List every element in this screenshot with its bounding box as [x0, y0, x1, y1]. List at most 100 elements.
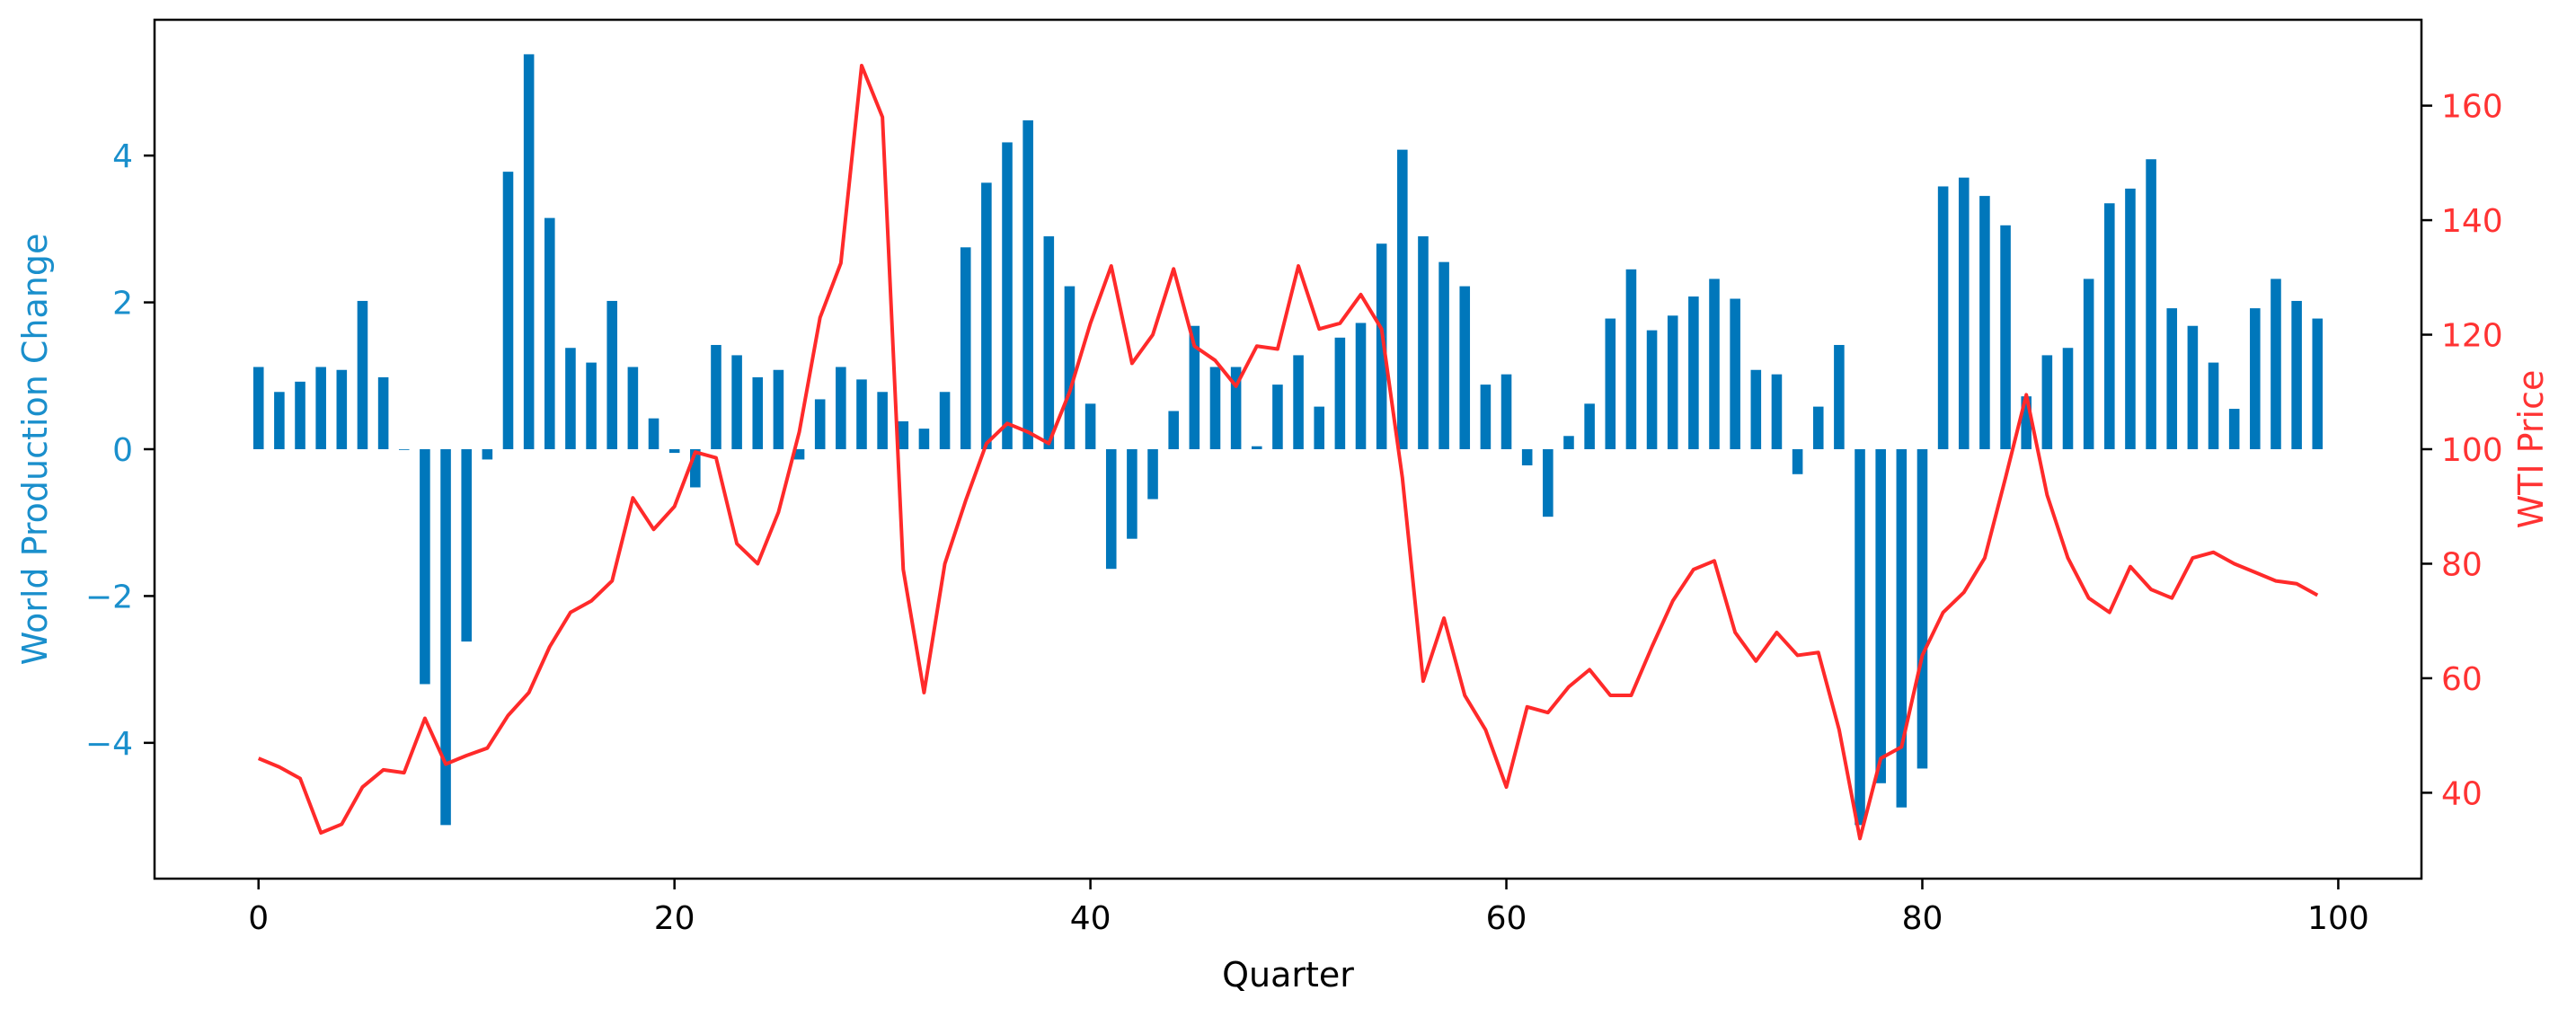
bar: [1667, 315, 1678, 449]
bar: [918, 429, 930, 449]
left-y-axis: −4 −2 0 2 4: [85, 138, 155, 763]
bar: [1002, 142, 1013, 449]
right-y-tick-label: 140: [2441, 203, 2503, 240]
left-y-axis-label: World Production Change: [15, 234, 55, 666]
right-y-tick-label: 160: [2441, 89, 2503, 126]
bar: [690, 449, 701, 488]
bar: [1459, 286, 1471, 449]
x-axis: 0 20 40 60 80 100: [248, 879, 2369, 937]
bar: [461, 449, 472, 642]
bar: [814, 399, 826, 449]
bar: [668, 449, 680, 454]
bar: [1709, 279, 1720, 449]
bar: [1147, 449, 1158, 500]
bar: [2166, 308, 2178, 449]
bar: [1168, 411, 1179, 449]
bar: [1584, 403, 1595, 449]
bar: [1376, 243, 1387, 449]
bar: [586, 362, 597, 449]
x-tick-label: 40: [1070, 900, 1111, 937]
bar: [1064, 286, 1076, 449]
bar: [565, 348, 576, 449]
bar: [1730, 298, 1740, 449]
bar: [502, 172, 514, 449]
bar: [336, 369, 348, 449]
bar: [1563, 436, 1574, 449]
bar: [523, 54, 535, 450]
bar: [2228, 409, 2240, 449]
line-series: [257, 63, 2319, 841]
bar: [648, 418, 659, 449]
bar: [1958, 177, 1970, 449]
bar: [2083, 279, 2094, 449]
bar: [1937, 186, 1949, 450]
bar-series: [252, 54, 2324, 826]
bar: [1355, 323, 1367, 449]
plot-frame: [153, 18, 2423, 880]
x-tick-label: 0: [248, 900, 269, 937]
bar: [1917, 449, 1928, 769]
bar: [1771, 374, 1783, 449]
bar: [2104, 203, 2115, 449]
bar: [981, 182, 992, 449]
bar: [1896, 449, 1908, 808]
bar: [606, 300, 618, 449]
bar: [1293, 355, 1304, 449]
bar: [2125, 188, 2136, 449]
bar: [1105, 449, 1117, 570]
bar: [1500, 374, 1512, 449]
bar: [1043, 236, 1055, 449]
right-y-tick-label: 120: [2441, 318, 2503, 355]
right-y-tick-label: 80: [2441, 546, 2483, 583]
bar: [1750, 369, 1762, 449]
x-tick-label: 100: [2307, 900, 2369, 937]
bar: [252, 367, 264, 449]
bar: [1688, 296, 1699, 449]
bar: [544, 217, 555, 449]
bar: [2250, 308, 2261, 449]
bar: [836, 367, 846, 449]
bar: [440, 449, 451, 826]
right-y-tick-label: 60: [2441, 661, 2483, 698]
bar: [773, 369, 784, 449]
left-y-tick-label: 0: [112, 432, 133, 469]
bar: [274, 392, 285, 449]
bar: [1189, 325, 1200, 449]
left-y-tick-label: −2: [85, 579, 133, 615]
bar: [711, 344, 721, 449]
bar: [2000, 225, 2011, 449]
bar: [2021, 396, 2032, 449]
bar: [1209, 367, 1221, 449]
bar: [1230, 367, 1242, 449]
bar: [1397, 149, 1408, 449]
bar: [1646, 330, 1658, 449]
bar: [939, 392, 951, 449]
x-tick-label: 20: [654, 900, 695, 937]
bar: [1251, 446, 1262, 449]
bar: [793, 449, 805, 460]
bar: [2312, 318, 2324, 449]
right-y-tick-label: 40: [2441, 775, 2483, 812]
bar: [1022, 119, 1033, 449]
bar: [2062, 348, 2074, 449]
bar: [1272, 385, 1283, 449]
bar: [357, 300, 368, 449]
bar: [2146, 159, 2156, 449]
x-axis-label: Quarter: [1222, 955, 1354, 995]
bar: [482, 449, 493, 460]
bar: [1480, 385, 1492, 449]
bar: [377, 376, 389, 449]
bar: [315, 367, 326, 449]
left-y-tick-label: 4: [112, 138, 133, 175]
bar: [877, 392, 888, 449]
bar: [1418, 236, 1429, 449]
x-tick-label: 60: [1486, 900, 1527, 937]
bar: [1521, 449, 1533, 465]
bar: [1543, 449, 1554, 517]
bar: [856, 379, 867, 449]
bar: [1625, 269, 1637, 449]
right-y-tick-label: 100: [2441, 432, 2503, 469]
left-y-tick-label: 2: [112, 286, 133, 323]
x-tick-label: 80: [1902, 900, 1943, 937]
bar: [1438, 261, 1449, 449]
